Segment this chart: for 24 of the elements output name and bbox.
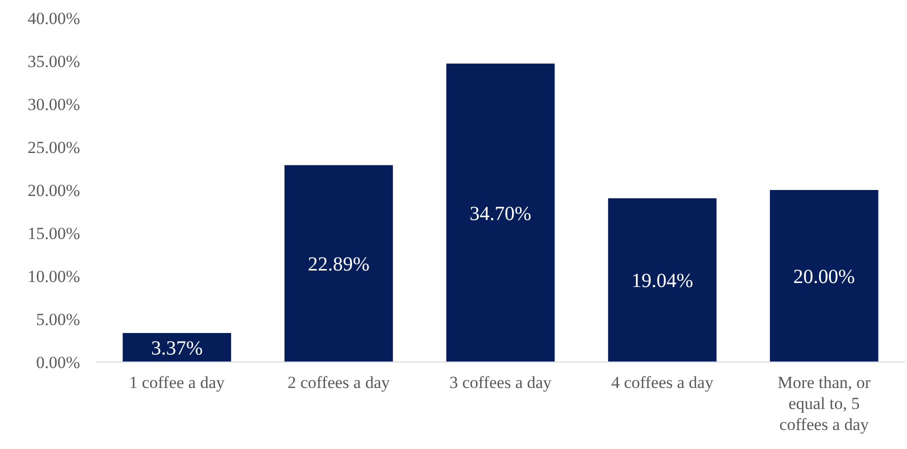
bar bbox=[122, 333, 232, 362]
bar bbox=[284, 165, 393, 362]
data-label: 19.04% bbox=[631, 270, 694, 292]
y-tick-label: 20.00% bbox=[28, 180, 80, 200]
x-tick-label: More than, or equal to, 5 coffees a day bbox=[778, 373, 871, 434]
y-tick-label: 15.00% bbox=[28, 224, 80, 243]
x-tick-label: 1 coffee a day bbox=[129, 373, 226, 392]
x-tick-label: 4 coffees a day bbox=[611, 373, 714, 392]
bar bbox=[608, 198, 717, 362]
y-tick-label: 40.00% bbox=[28, 8, 80, 28]
y-tick-label: 0.00% bbox=[36, 352, 80, 372]
data-label: 22.89% bbox=[308, 254, 370, 276]
y-tick-label: 5.00% bbox=[36, 310, 80, 329]
data-label: 34.70% bbox=[470, 202, 532, 225]
y-tick-label: 25.00% bbox=[28, 138, 80, 157]
y-tick-label: 10.00% bbox=[28, 266, 80, 286]
data-label: 3.37% bbox=[151, 338, 203, 360]
bar bbox=[770, 190, 878, 362]
x-tick-label: 2 coffees a day bbox=[288, 373, 390, 392]
x-tick-label: 3 coffees a day bbox=[449, 373, 552, 392]
y-tick-label: 30.00% bbox=[28, 94, 80, 114]
data-label: 20.00% bbox=[793, 266, 855, 288]
y-tick-label: 35.00% bbox=[28, 52, 80, 71]
bar bbox=[446, 64, 555, 362]
